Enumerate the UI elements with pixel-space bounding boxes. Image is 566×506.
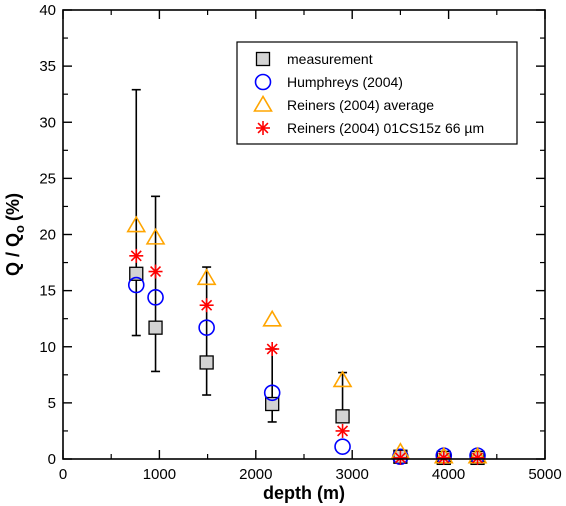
data-point-series-2 <box>262 309 283 327</box>
y-tick-label: 40 <box>39 2 56 19</box>
legend-label: Humphreys (2004) <box>287 74 403 90</box>
x-tick-label: 5000 <box>528 466 561 483</box>
y-axis-title-unit: (%) <box>3 193 23 221</box>
legend-item: Humphreys (2004) <box>254 73 403 91</box>
plot-frame <box>62 9 546 460</box>
data-point-series-3 <box>148 264 163 279</box>
legend: measurement Humphreys (2004) Reiners (2004… <box>236 41 518 145</box>
data-point-series-3 <box>470 450 485 465</box>
x-tick-label: 1000 <box>143 466 176 483</box>
data-point-series-3 <box>436 450 451 465</box>
y-tick-label: 5 <box>48 395 56 412</box>
data-point-series-2 <box>332 370 353 388</box>
data-point-series-1 <box>127 276 145 294</box>
tick-labels: 0 1000 2000 3000 4000 5000 0 5 10 15 20 25 30 35 40 <box>39 2 561 483</box>
y-tick-label: 35 <box>39 58 56 75</box>
data-point-series-3 <box>129 248 144 263</box>
data-point-series-3 <box>335 423 350 438</box>
data-point-series-0 <box>335 409 350 424</box>
data-point-series-3 <box>199 298 214 313</box>
legend-marker <box>254 73 272 91</box>
y-tick-label: 30 <box>39 114 56 131</box>
legend-item: Reiners (2004) average <box>253 94 434 113</box>
legend-marker <box>256 121 270 135</box>
x-tick-label: 3000 <box>336 466 369 483</box>
legend-item: Reiners (2004) 01CS15z 66 µm <box>256 120 484 136</box>
data-point-series-0 <box>148 320 163 335</box>
y-axis-title: Q / Qo (%) <box>3 193 27 276</box>
legend-marker <box>253 94 273 112</box>
data-point-series-2 <box>145 227 166 245</box>
x-tick-label: 4000 <box>432 466 465 483</box>
y-tick-label: 20 <box>39 227 56 244</box>
y-tick-label: 15 <box>39 283 56 300</box>
data-point-series-1 <box>263 384 281 402</box>
y-axis-title-main: Q / Q <box>3 233 23 276</box>
y-axis-title-sub: o <box>12 225 27 233</box>
x-tick-label: 0 <box>59 466 67 483</box>
legend-label: Reiners (2004) average <box>287 97 434 113</box>
data-point-series-3 <box>393 450 408 465</box>
data-point-series-0 <box>265 396 280 412</box>
legend-item: measurement <box>255 51 373 67</box>
data-point-series-1 <box>334 438 351 455</box>
y-tick-label: 0 <box>48 451 56 468</box>
data-point-series-2 <box>196 268 217 286</box>
data-point-series-0 <box>129 266 144 281</box>
data-points <box>126 215 488 466</box>
data-point-series-0 <box>199 355 214 370</box>
data-point-series-3 <box>265 341 280 356</box>
y-tick-label: 10 <box>39 339 56 356</box>
legend-box <box>236 41 518 145</box>
legend-label: measurement <box>287 51 373 67</box>
y-tick-label: 25 <box>39 170 56 187</box>
data-point-series-2 <box>126 215 147 233</box>
data-point-series-1 <box>147 289 164 306</box>
x-tick-label: 2000 <box>239 466 272 483</box>
legend-label: Reiners (2004) 01CS15z 66 µm <box>287 120 484 136</box>
x-axis-title: depth (m) <box>263 483 345 503</box>
legend-marker <box>255 51 271 67</box>
data-point-series-1 <box>198 319 215 336</box>
